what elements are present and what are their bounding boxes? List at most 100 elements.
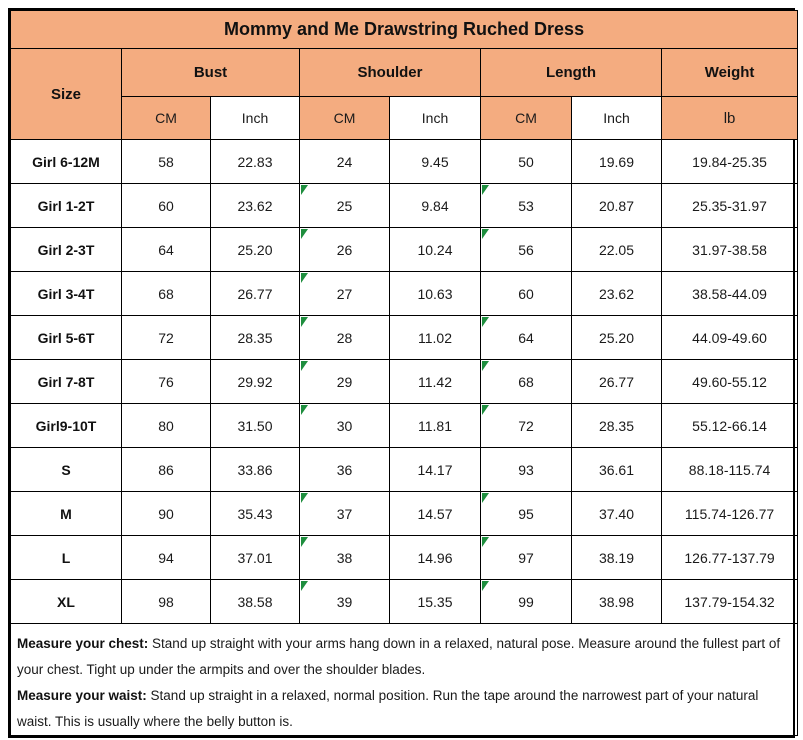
notes-row: Measure your chest: Stand up straight wi… [9,623,799,736]
green-corner-marker [301,493,308,503]
length-inch-cell: 23.62 [571,271,662,316]
bust-cm-cell: 60 [121,183,211,228]
header-shoulder: Shoulder [299,48,481,97]
header-group-row: Size Bust Shoulder Length Weight [10,48,799,140]
weight-cell: 38.58-44.09 [660,271,799,316]
length-inch-cell: 38.19 [571,535,662,580]
bust-inch-cell: 26.77 [210,271,300,316]
green-corner-marker [301,537,308,547]
shoulder-inch-cell: 15.35 [389,579,481,624]
green-corner-marker [482,185,489,195]
bust-inch-cell: 35.43 [210,491,300,536]
shoulder-cm-cell: 39 [299,579,390,624]
shoulder-inch-cell: 14.17 [389,447,481,492]
shoulder-inch-cell: 9.45 [389,139,481,184]
shoulder-cm-cell: 37 [299,491,390,536]
length-cm-cell: 56 [480,227,572,272]
size-row: Girl 7-8T 76 29.92 29 11.42 68 26.77 49.60-55.1… [10,359,799,404]
bust-inch-cell: 33.86 [210,447,300,492]
weight-cell: 44.09-49.60 [660,315,799,360]
size-row: M 90 35.43 37 14.57 95 37.40 115.74-126.77 [10,491,799,536]
weight-cell: 49.60-55.12 [660,359,799,404]
note-waist-label: Measure your waist: [17,688,147,703]
note-chest-label: Measure your chest: [17,636,149,651]
shoulder-cm-cell: 38 [299,535,390,580]
length-inch-cell: 26.77 [571,359,662,404]
unit-bust-inch: Inch [210,96,300,140]
weight-cell: 88.18-115.74 [660,447,799,492]
green-corner-marker [482,581,489,591]
size-label-cell: Girl 5-6T [10,315,122,360]
length-inch-cell: 20.87 [571,183,662,228]
length-cm-cell: 60 [480,271,572,316]
green-corner-marker [482,361,489,371]
bust-inch-cell: 37.01 [210,535,300,580]
shoulder-cm-cell: 24 [299,139,390,184]
title-row: Mommy and Me Drawstring Ruched Dress [9,10,799,49]
bust-cm-cell: 72 [121,315,211,360]
bust-inch-cell: 25.20 [210,227,300,272]
unit-bust-cm: CM [121,96,211,140]
length-inch-cell: 36.61 [571,447,662,492]
length-cm-cell: 50 [480,139,572,184]
shoulder-cm-cell: 28 [299,315,390,360]
size-label-cell: L [10,535,122,580]
shoulder-cm-cell: 26 [299,227,390,272]
shoulder-cm-cell: 36 [299,447,390,492]
bust-cm-cell: 94 [121,535,211,580]
shoulder-cm-cell: 27 [299,271,390,316]
shoulder-cm-cell: 30 [299,403,390,448]
size-row: Girl 2-3T 64 25.20 26 10.24 56 22.05 31.97-38.5… [10,227,799,272]
bust-inch-cell: 23.62 [210,183,300,228]
green-corner-marker [301,229,308,239]
bust-cm-cell: 64 [121,227,211,272]
length-cm-cell: 95 [480,491,572,536]
bust-inch-cell: 22.83 [210,139,300,184]
bust-inch-cell: 28.35 [210,315,300,360]
unit-shoulder-cm: CM [299,96,390,140]
header-unit-row: CM Inch CM Inch CM Inch lb [11,96,799,140]
length-inch-cell: 28.35 [571,403,662,448]
weight-cell: 31.97-38.58 [660,227,799,272]
green-corner-marker [301,361,308,371]
header-weight: Weight [660,48,799,97]
measurement-notes: Measure your chest: Stand up straight wi… [9,623,799,736]
green-corner-marker [301,273,308,283]
size-row: Girl 5-6T 72 28.35 28 11.02 64 25.20 44.09-49.6… [10,315,799,360]
size-label-cell: Girl 6-12M [10,139,122,184]
shoulder-inch-cell: 10.24 [389,227,481,272]
bust-inch-cell: 31.50 [210,403,300,448]
green-corner-marker [301,317,308,327]
size-row: S 86 33.86 36 14.17 93 36.61 88.18-115.74 [10,447,799,492]
green-corner-marker [301,581,308,591]
shoulder-inch-cell: 9.84 [389,183,481,228]
bust-cm-cell: 98 [121,579,211,624]
unit-length-cm: CM [480,96,572,140]
green-corner-marker [482,229,489,239]
green-corner-marker [301,405,308,415]
note-chest: Measure your chest: Stand up straight wi… [17,631,791,683]
green-corner-marker [482,405,489,415]
size-label-cell: S [10,447,122,492]
bust-cm-cell: 76 [121,359,211,404]
header-bust: Bust [121,48,300,97]
bust-cm-cell: 80 [121,403,211,448]
length-inch-cell: 38.98 [571,579,662,624]
length-inch-cell: 25.20 [571,315,662,360]
header-size: Size [10,48,122,140]
size-label-cell: Girl 1-2T [10,183,122,228]
length-cm-cell: 93 [480,447,572,492]
shoulder-inch-cell: 11.81 [389,403,481,448]
unit-length-inch: Inch [571,96,662,140]
green-corner-marker [482,317,489,327]
length-cm-cell: 72 [480,403,572,448]
shoulder-cm-cell: 25 [299,183,390,228]
size-row: Girl9-10T 80 31.50 30 11.81 72 28.35 55.12-66.1… [10,403,799,448]
size-row: XL 98 38.58 39 15.35 99 38.98 137.79-154.32 [10,579,799,624]
bust-inch-cell: 29.92 [210,359,300,404]
shoulder-cm-cell: 29 [299,359,390,404]
shoulder-inch-cell: 14.57 [389,491,481,536]
note-waist-text: Stand up straight in a relaxed, normal p… [17,688,759,729]
weight-cell: 19.84-25.35 [660,139,799,184]
length-cm-cell: 68 [480,359,572,404]
